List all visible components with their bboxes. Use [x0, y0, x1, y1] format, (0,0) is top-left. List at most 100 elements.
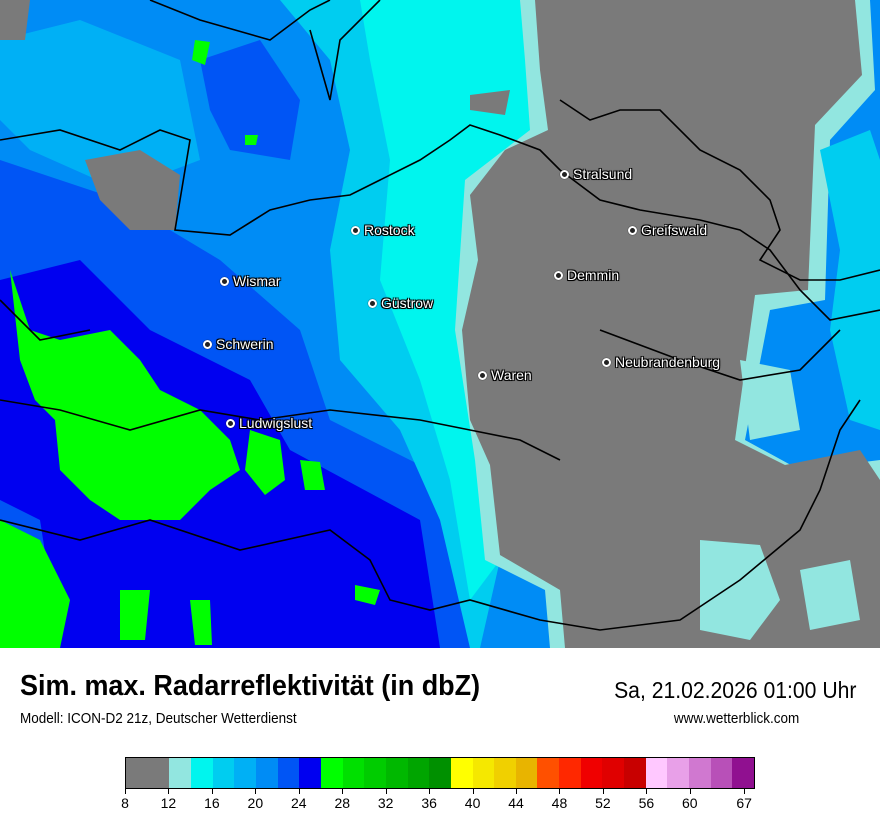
city-label: Stralsund — [573, 166, 633, 182]
legend-swatch — [342, 758, 365, 788]
website-link[interactable]: www.wetterblick.com — [673, 710, 799, 727]
legend-swatch — [255, 758, 278, 788]
legend-tick — [298, 789, 300, 794]
legend-swatch — [126, 758, 170, 788]
map-title: Sim. max. Radarreflektivität (in dbZ) — [20, 670, 481, 702]
legend-tick-label: 56 — [638, 795, 655, 811]
legend-swatch — [515, 758, 538, 788]
city-dot-icon — [628, 225, 637, 235]
echo-green-3 — [245, 430, 285, 495]
legend-swatch — [234, 758, 256, 788]
city-marker-greifswald: Greifswald — [628, 222, 707, 238]
legend-swatch — [190, 758, 213, 788]
echo-green-4 — [300, 460, 325, 490]
city-dot-icon — [220, 276, 229, 286]
legend-swatch — [667, 758, 690, 788]
legend-ticks: 8 12 16 20 24 28 32 36 40 44 48 52 56 60 67 — [121, 789, 755, 819]
legend-tick — [255, 789, 257, 794]
city-label: Neubrandenburg — [615, 354, 721, 370]
city-label: Waren — [491, 367, 532, 383]
legend-tick-label: 20 — [247, 795, 264, 811]
legend-tick-label: 12 — [160, 795, 177, 811]
radar-map — [0, 0, 880, 648]
city-marker-neubrandenburg: Neubrandenburg — [602, 354, 720, 370]
legend-swatch — [580, 758, 603, 788]
legend-tick-label: 67 — [736, 795, 752, 811]
dry-island-fehmarn — [85, 150, 180, 230]
legend-tick-label: 28 — [334, 795, 351, 811]
city-dot-icon — [203, 339, 212, 349]
legend-swatch — [602, 758, 625, 788]
city-marker-waren: Waren — [478, 367, 532, 383]
echo-right-patch — [820, 130, 880, 430]
legend-tick — [744, 789, 746, 794]
city-marker-schwerin: Schwerin — [203, 336, 274, 352]
forecast-datetime: Sa, 21.02.2026 01:00 Uhr — [613, 677, 856, 703]
city-label: Güstrow — [381, 295, 434, 311]
legend-tick — [429, 789, 431, 794]
legend-tick — [646, 789, 648, 794]
legend-swatch — [299, 758, 321, 788]
legend-swatch — [559, 758, 581, 788]
legend-swatch — [407, 758, 430, 788]
legend-tick-label: 44 — [508, 795, 524, 811]
legend-swatch — [537, 758, 560, 788]
city-dot-icon — [554, 270, 563, 280]
legend-tick — [125, 789, 126, 794]
city-label: Wismar — [233, 273, 281, 289]
echo-right-patch-2 — [700, 360, 860, 640]
legend-tick — [602, 789, 604, 794]
legend-swatch — [624, 758, 646, 788]
legend-swatch — [472, 758, 495, 788]
legend-swatch — [364, 758, 386, 788]
city-marker-rostock: Rostock — [351, 222, 415, 238]
city-marker-demmin: Demmin — [554, 267, 619, 283]
city-label: Rostock — [364, 222, 415, 238]
legend-swatch — [494, 758, 516, 788]
legend-tick — [168, 789, 170, 794]
city-dot-icon — [560, 169, 569, 179]
echo-bright-cyan — [360, 0, 545, 600]
legend-tick-label: 40 — [464, 795, 481, 811]
legend-tick-label: 52 — [595, 795, 611, 811]
legend-tick-label: 8 — [121, 795, 129, 811]
legend-swatch — [385, 758, 408, 788]
model-info: Modell: ICON-D2 21z, Deutscher Wetterdie… — [20, 710, 297, 727]
legend-swatch — [212, 758, 235, 788]
legend-swatch — [320, 758, 343, 788]
echo-cyan-mid — [0, 20, 200, 190]
legend-tick — [472, 789, 474, 794]
echo-green-1 — [10, 270, 240, 520]
legend-swatch — [732, 758, 755, 788]
legend-swatch — [710, 758, 733, 788]
city-dot-icon — [368, 298, 377, 308]
coastlines — [0, 0, 880, 631]
city-marker-guestrow: Güstrow — [368, 295, 433, 311]
dry-area — [462, 0, 880, 648]
legend-swatch — [429, 758, 451, 788]
legend-tick-label: 24 — [290, 795, 307, 811]
city-marker-ludwigslust: Ludwigslust — [226, 415, 312, 431]
legend-tick — [211, 789, 213, 794]
legend-swatch — [689, 758, 711, 788]
echo-blue-top — [200, 40, 300, 160]
city-label: Greifswald — [641, 222, 708, 238]
city-label: Demmin — [567, 267, 620, 283]
city-dot-icon — [478, 370, 487, 380]
legend-swatch — [645, 758, 668, 788]
legend-tick-label: 48 — [551, 795, 568, 811]
legend-swatch — [169, 758, 191, 788]
legend-tick-label: 36 — [421, 795, 437, 811]
legend-tick — [689, 789, 691, 794]
legend-tick — [342, 789, 344, 794]
city-marker-wismar: Wismar — [220, 273, 280, 289]
legend-tick-label: 16 — [204, 795, 220, 811]
city-label: Schwerin — [216, 336, 274, 352]
city-dot-icon — [602, 357, 611, 367]
legend-tick — [516, 789, 518, 794]
legend-tick-label: 32 — [377, 795, 394, 811]
city-dot-icon — [226, 418, 235, 428]
legend-swatch — [450, 758, 473, 788]
legend-tick — [385, 789, 387, 794]
city-label: Ludwigslust — [239, 415, 313, 431]
